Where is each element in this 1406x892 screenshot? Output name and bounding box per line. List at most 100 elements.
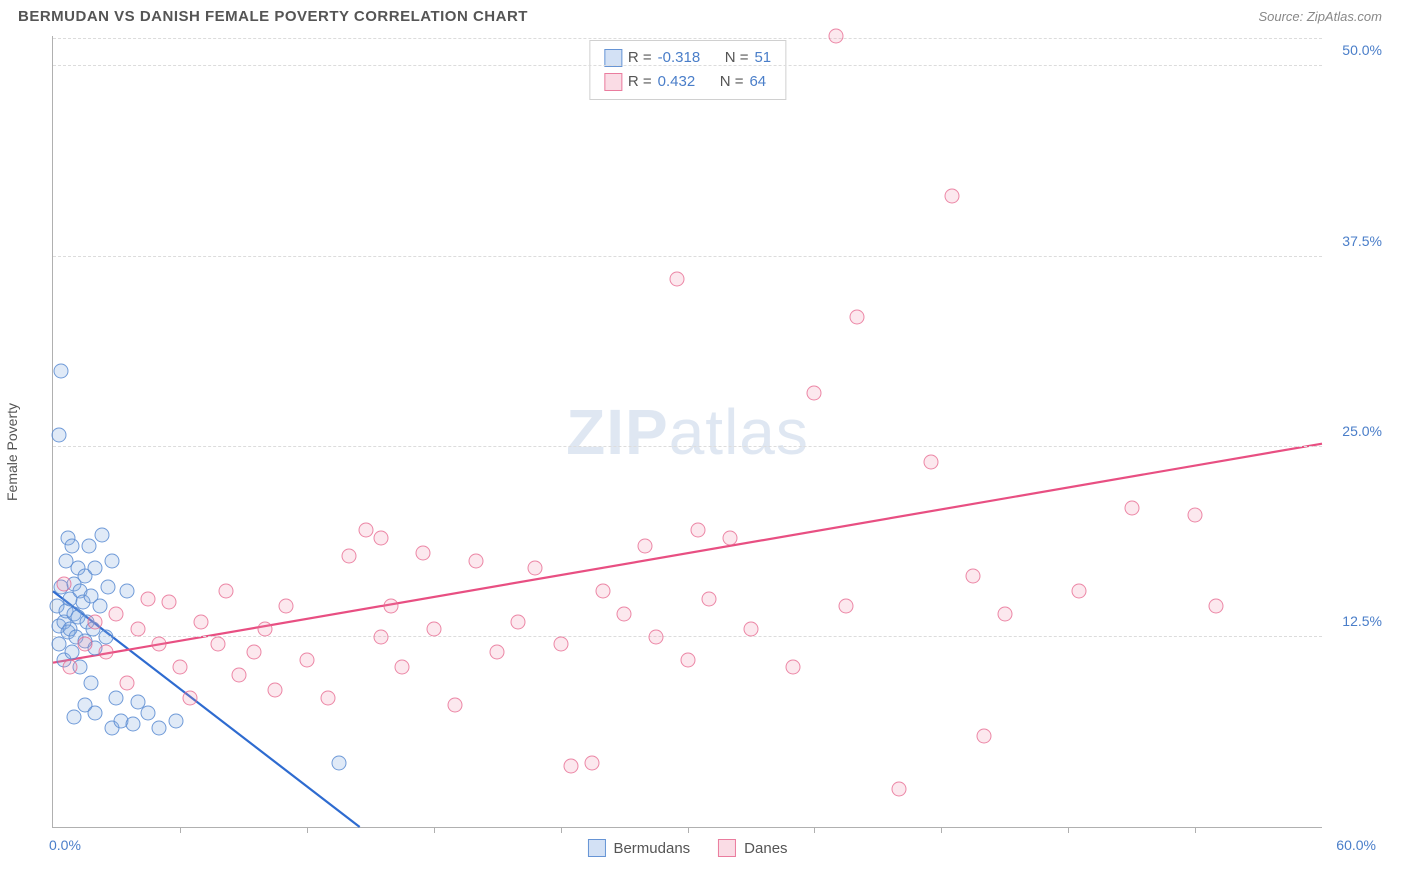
trend-lines-layer <box>53 36 1322 827</box>
data-point <box>172 660 187 675</box>
legend-item-bermudans: Bermudans <box>587 839 690 857</box>
data-point <box>120 584 135 599</box>
plot-area: ZIPatlas 0.0% 60.0% R = -0.318 N = 51R =… <box>52 36 1322 828</box>
data-point <box>151 637 166 652</box>
data-point <box>669 272 684 287</box>
data-point <box>553 637 568 652</box>
data-point <box>828 29 843 44</box>
data-point <box>194 614 209 629</box>
data-point <box>786 660 801 675</box>
y-tick-label: 50.0% <box>1330 42 1382 58</box>
legend-swatch-pink <box>718 839 736 857</box>
data-point <box>81 538 96 553</box>
data-point <box>469 553 484 568</box>
legend-swatch-pink <box>604 73 622 91</box>
data-point <box>691 523 706 538</box>
x-tick <box>307 827 308 833</box>
data-point <box>141 705 156 720</box>
gridline <box>53 256 1322 257</box>
data-point <box>680 652 695 667</box>
data-point <box>394 660 409 675</box>
x-tick <box>434 827 435 833</box>
series-legend: Bermudans Danes <box>587 839 787 857</box>
data-point <box>528 561 543 576</box>
gridline <box>53 38 1322 39</box>
legend-swatch-blue <box>604 49 622 67</box>
x-tick <box>814 827 815 833</box>
data-point <box>359 523 374 538</box>
data-point <box>168 713 183 728</box>
data-point <box>100 579 115 594</box>
data-point <box>52 427 67 442</box>
gridline <box>53 65 1322 66</box>
data-point <box>54 363 69 378</box>
data-point <box>648 629 663 644</box>
data-point <box>511 614 526 629</box>
data-point <box>92 599 107 614</box>
data-point <box>966 569 981 584</box>
data-point <box>151 721 166 736</box>
data-point <box>77 637 92 652</box>
data-point <box>944 188 959 203</box>
data-point <box>342 549 357 564</box>
data-point <box>1188 508 1203 523</box>
data-point <box>183 690 198 705</box>
data-point <box>638 538 653 553</box>
data-point <box>210 637 225 652</box>
data-point <box>416 546 431 561</box>
stats-legend: R = -0.318 N = 51R = 0.432 N = 64 <box>589 40 786 100</box>
data-point <box>426 622 441 637</box>
data-point <box>257 622 272 637</box>
legend-swatch-blue <box>587 839 605 857</box>
data-point <box>585 756 600 771</box>
data-point <box>232 667 247 682</box>
data-point <box>331 756 346 771</box>
data-point <box>722 530 737 545</box>
data-point <box>88 561 103 576</box>
data-point <box>98 629 113 644</box>
data-point <box>447 698 462 713</box>
x-tick <box>180 827 181 833</box>
data-point <box>268 683 283 698</box>
data-point <box>105 553 120 568</box>
legend-item-danes: Danes <box>718 839 787 857</box>
data-point <box>701 591 716 606</box>
data-point <box>1124 500 1139 515</box>
data-point <box>923 454 938 469</box>
data-point <box>219 584 234 599</box>
x-tick <box>941 827 942 833</box>
x-axis-max-label: 60.0% <box>1336 837 1376 853</box>
data-point <box>743 622 758 637</box>
trend-line <box>53 444 1322 663</box>
x-tick <box>1195 827 1196 833</box>
data-point <box>564 759 579 774</box>
data-point <box>65 538 80 553</box>
data-point <box>109 607 124 622</box>
chart-container: Female Poverty ZIPatlas 0.0% 60.0% R = -… <box>18 36 1382 868</box>
data-point <box>67 710 82 725</box>
data-point <box>373 629 388 644</box>
data-point <box>141 591 156 606</box>
data-point <box>595 584 610 599</box>
data-point <box>62 660 77 675</box>
data-point <box>976 728 991 743</box>
x-tick <box>561 827 562 833</box>
data-point <box>839 599 854 614</box>
data-point <box>997 607 1012 622</box>
gridline <box>53 446 1322 447</box>
data-point <box>84 675 99 690</box>
data-point <box>130 622 145 637</box>
data-point <box>88 705 103 720</box>
y-axis-label: Female Poverty <box>4 403 20 501</box>
data-point <box>88 614 103 629</box>
stats-legend-row: R = 0.432 N = 64 <box>604 70 771 94</box>
x-axis-origin-label: 0.0% <box>49 837 81 853</box>
data-point <box>94 527 109 542</box>
gridline <box>53 636 1322 637</box>
data-point <box>807 386 822 401</box>
data-point <box>246 645 261 660</box>
data-point <box>98 645 113 660</box>
y-tick-label: 25.0% <box>1330 423 1382 439</box>
data-point <box>56 576 71 591</box>
y-tick-label: 37.5% <box>1330 233 1382 249</box>
